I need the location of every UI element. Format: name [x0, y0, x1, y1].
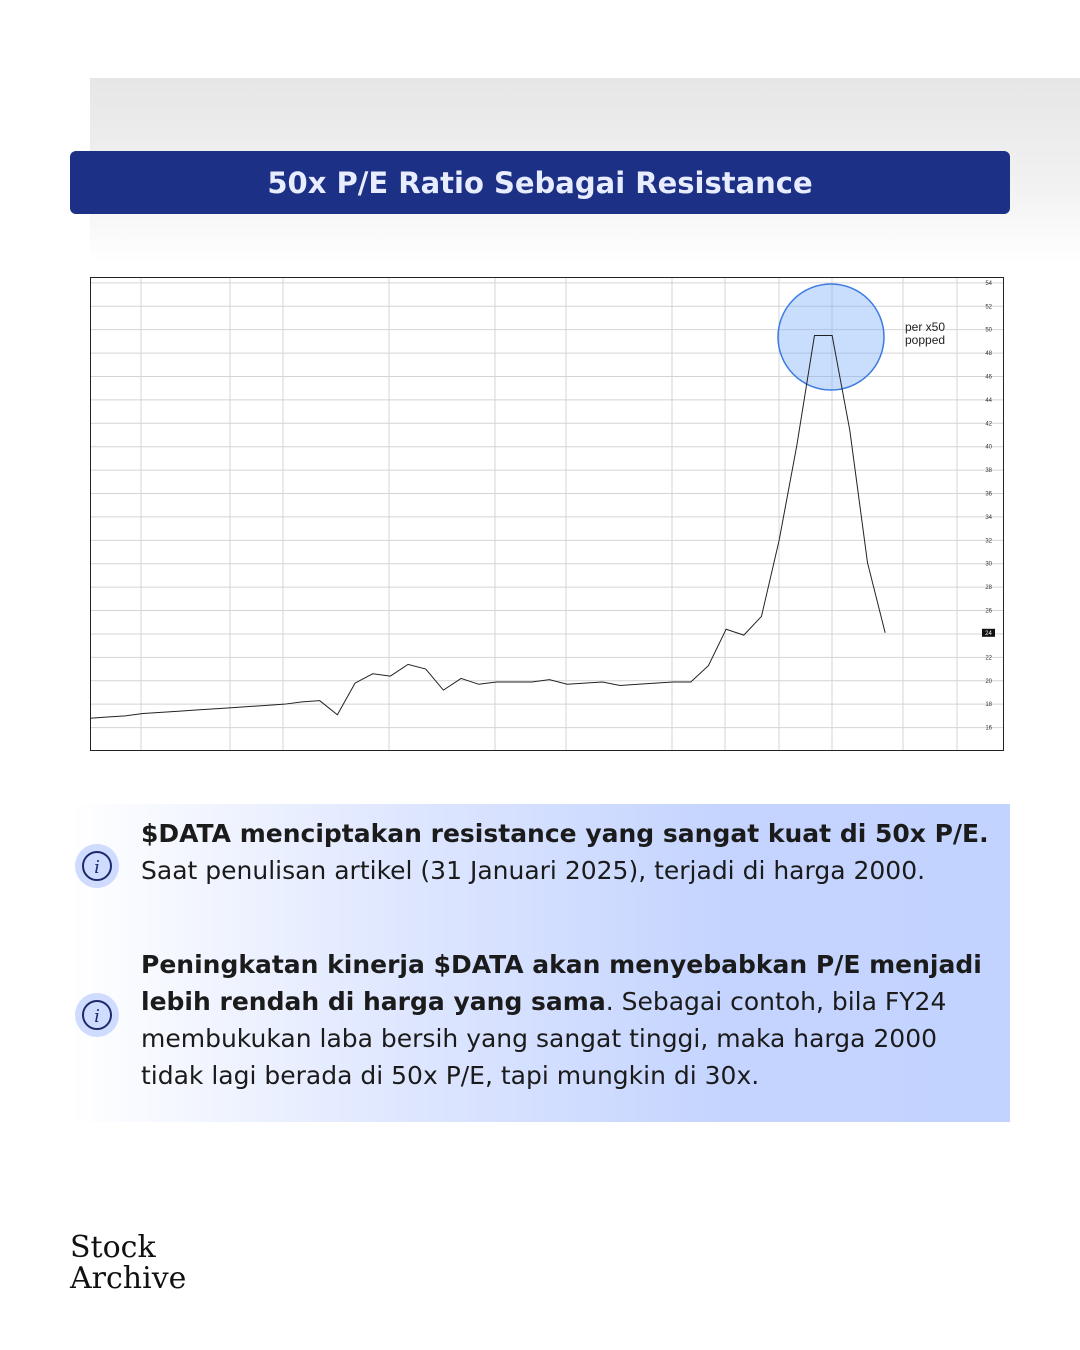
plot-frame [90, 277, 1004, 751]
note-bold: $DATA menciptakan resistance yang sangat… [141, 819, 989, 848]
y-tick-label: 16 [985, 726, 992, 732]
note-text: Saat penulisan artikel (31 Januari 2025)… [141, 856, 926, 885]
brand: Stock Archive [70, 1232, 186, 1294]
price-tag [982, 628, 995, 637]
note: Peningkatan kinerja $DATA akan menyebabk… [141, 946, 1001, 1094]
note-text: . Sebagai contoh, bila FY24 membukukan l… [141, 987, 947, 1090]
y-tick-label: 32 [985, 538, 992, 544]
y-tick-label: 52 [985, 304, 992, 310]
notes-panel: i $DATA menciptakan resistance yang sang… [70, 804, 1010, 1122]
line-series [90, 335, 886, 719]
y-tick-label: 20 [985, 679, 992, 685]
y-tick-label: 38 [985, 468, 992, 474]
svg-text:i: i [94, 1006, 100, 1027]
title-banner: 50x P/E Ratio Sebagai Resistance [70, 151, 1010, 214]
y-tick-label: 22 [985, 655, 992, 661]
y-tick-label: 30 [985, 562, 992, 568]
y-tick-label: 18 [985, 702, 992, 708]
svg-text:i: i [94, 857, 100, 878]
title: 50x P/E Ratio Sebagai Resistance [267, 165, 813, 200]
note: $DATA menciptakan resistance yang sangat… [141, 815, 1001, 889]
annotation-line: popped [905, 333, 945, 347]
chart: 16 18 20 22 24 26 28 30 32 34 36 38 40 42 44 46 48 50 52 54… [90, 277, 1004, 751]
vertical-grid [140, 278, 958, 750]
y-tick-label: 36 [985, 492, 992, 498]
info-icon: i [75, 993, 119, 1037]
y-tick-label: 50 [985, 328, 992, 334]
y-tick-label: 46 [985, 374, 992, 380]
brand-line: Stock [70, 1230, 156, 1265]
highlight-circle [777, 283, 885, 391]
y-tick-label: 54 [985, 281, 992, 287]
annotation-line: per x50 [905, 320, 945, 334]
y-tick-label: 28 [985, 585, 992, 591]
price-tag-label: 24 [985, 631, 992, 637]
y-tick-label: 34 [985, 515, 992, 521]
info-icon: i [75, 844, 119, 888]
brand-line: Archive [70, 1261, 187, 1296]
y-tick-label: 26 [985, 609, 992, 615]
y-tick-label: 42 [985, 421, 992, 427]
annotation: per x50 popped [905, 320, 945, 347]
y-tick-label: 44 [985, 398, 992, 404]
note-bold: Peningkatan kinerja $DATA akan menyebabk… [141, 950, 982, 1016]
y-tick-label: 40 [985, 445, 992, 451]
y-tick-label: 48 [985, 351, 992, 357]
